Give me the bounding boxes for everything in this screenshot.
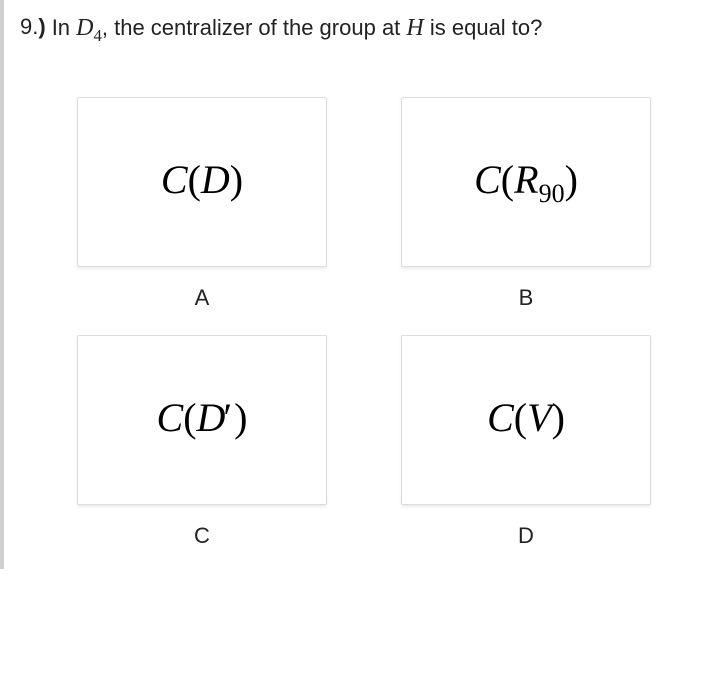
option-d-cell: C(V) D	[384, 335, 668, 549]
math-d4-sub: 4	[94, 26, 102, 45]
option-c-close: )	[234, 395, 247, 440]
option-a-cell: C(D) A	[60, 97, 344, 311]
option-c-label: C	[194, 523, 210, 549]
option-c-prime: ′	[223, 395, 232, 440]
question-row: 9.) In D4, the centralizer of the group …	[20, 12, 698, 47]
question-number: 9.)	[20, 12, 46, 43]
option-b-label: B	[519, 285, 534, 311]
qtext-middle: , the centralizer of the group at	[102, 15, 407, 40]
options-grid: C(D) A C(R90) B C(D′) C C(V) D	[20, 97, 698, 549]
option-a-var: D	[201, 157, 230, 202]
option-a-card[interactable]: C(D)	[77, 97, 327, 267]
option-c-open: (	[183, 395, 196, 440]
option-c-math: C(D′)	[157, 394, 248, 447]
math-d4: D4	[76, 15, 102, 41]
option-c-cell: C(D′) C	[60, 335, 344, 549]
option-c-var: D	[197, 395, 226, 440]
option-d-math: C(V)	[487, 394, 565, 447]
option-d-card[interactable]: C(V)	[401, 335, 651, 505]
question-text: In D4, the centralizer of the group at H…	[52, 12, 698, 47]
option-c-card[interactable]: C(D′)	[77, 335, 327, 505]
option-d-var: V	[527, 395, 551, 440]
option-b-close: )	[565, 157, 578, 202]
option-b-open: (	[501, 157, 514, 202]
option-d-open: (	[514, 395, 527, 440]
qtext-suffix: is equal to?	[424, 15, 543, 40]
option-a-math: C(D)	[161, 156, 243, 209]
math-d4-var: D	[76, 15, 93, 41]
option-d-close: )	[552, 395, 565, 440]
option-d-prefix: C	[487, 395, 514, 440]
option-d-label: D	[518, 523, 534, 549]
option-b-sub: 90	[539, 179, 565, 208]
option-b-prefix: C	[474, 157, 501, 202]
option-a-prefix: C	[161, 157, 188, 202]
option-b-card[interactable]: C(R90)	[401, 97, 651, 267]
option-b-var: R	[514, 157, 538, 202]
qnum-paren: )	[38, 14, 45, 39]
option-c-prefix: C	[157, 395, 184, 440]
qnum-digit: 9.	[20, 14, 38, 39]
option-a-open: (	[188, 157, 201, 202]
math-h: H	[406, 15, 423, 41]
qtext-prefix: In	[52, 15, 76, 40]
option-b-cell: C(R90) B	[384, 97, 668, 311]
option-b-math: C(R90)	[474, 156, 578, 209]
option-a-close: )	[230, 157, 243, 202]
option-a-label: A	[195, 285, 210, 311]
